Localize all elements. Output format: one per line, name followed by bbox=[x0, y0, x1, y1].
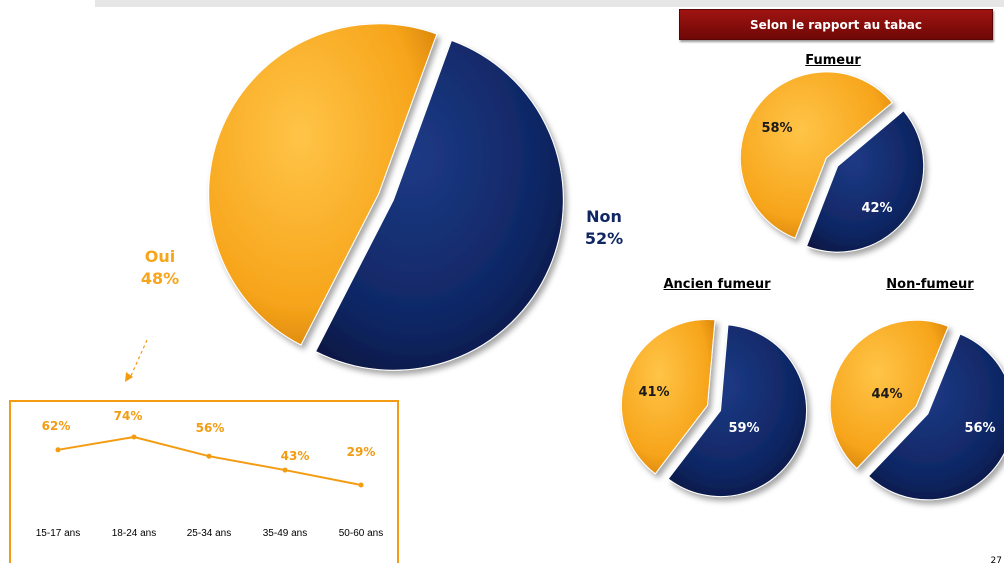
pointer-arrow-line bbox=[129, 339, 148, 379]
x-tick-label: 25-34 ans bbox=[187, 528, 231, 539]
non-fumeur-pie-label-oui: 44% bbox=[871, 387, 902, 402]
main-non-label-text: Non bbox=[586, 207, 622, 226]
non-fumeur-pie-label-non: 56% bbox=[964, 421, 995, 436]
page-number: 27 bbox=[990, 556, 1002, 566]
main-oui-label-text: Oui bbox=[144, 247, 176, 266]
main-oui-value-text: 48% bbox=[140, 269, 180, 288]
non-fumeur-pie-slice-oui bbox=[829, 319, 949, 470]
line-point bbox=[282, 467, 288, 473]
line-data-label: 62% bbox=[42, 419, 71, 433]
section-banner: Selon le rapport au tabac bbox=[679, 9, 993, 40]
x-tick-label: 18-24 ans bbox=[112, 528, 156, 539]
main-pie-non-label: Non 52% bbox=[574, 206, 634, 250]
non-fumeur-pie-slice-non bbox=[867, 333, 1004, 501]
pointer-arrow-head bbox=[125, 372, 133, 382]
x-tick-label: 50-60 ans bbox=[339, 528, 383, 539]
fumeur-pie-label-non: 42% bbox=[861, 201, 892, 216]
ancien-fumeur-pie bbox=[621, 318, 808, 497]
ancien-fumeur-pie-slice-non bbox=[667, 324, 808, 497]
ancien-fumeur-pie-label-non: 59% bbox=[728, 421, 759, 436]
x-tick-label: 15-17 ans bbox=[36, 528, 80, 539]
main-pie-oui-label: Oui 48% bbox=[130, 246, 190, 290]
main-non-value-text: 52% bbox=[584, 229, 624, 248]
line-series bbox=[57, 435, 362, 486]
line-chart-frame bbox=[9, 400, 399, 563]
line-point bbox=[55, 447, 61, 453]
line-point bbox=[131, 434, 137, 440]
fumeur-title: Fumeur bbox=[805, 53, 861, 68]
non-fumeur-pie bbox=[829, 319, 1004, 501]
main-pie-slice-non bbox=[314, 39, 564, 371]
ancien-fumeur-title: Ancien fumeur bbox=[663, 277, 771, 292]
ancien-fumeur-pie-label-oui: 41% bbox=[638, 385, 669, 400]
x-tick-label: 35-49 ans bbox=[263, 528, 307, 539]
line-point bbox=[358, 482, 364, 488]
fumeur-pie-slice-non bbox=[805, 110, 925, 253]
line-data-label: 56% bbox=[196, 421, 225, 435]
line-point bbox=[206, 453, 212, 459]
fumeur-pie-label-oui: 58% bbox=[761, 121, 792, 136]
non-fumeur-title: Non-fumeur bbox=[886, 277, 974, 292]
fumeur-pie bbox=[739, 71, 925, 253]
top-divider-bar bbox=[95, 0, 1004, 7]
line-data-label: 29% bbox=[347, 445, 376, 459]
main-pie-slice-oui bbox=[208, 23, 438, 346]
line-data-label: 74% bbox=[114, 409, 143, 423]
main-pie bbox=[208, 23, 564, 371]
ancien-fumeur-pie-slice-oui bbox=[621, 318, 716, 475]
line-data-label: 43% bbox=[281, 449, 310, 463]
fumeur-pie-slice-oui bbox=[739, 71, 893, 239]
